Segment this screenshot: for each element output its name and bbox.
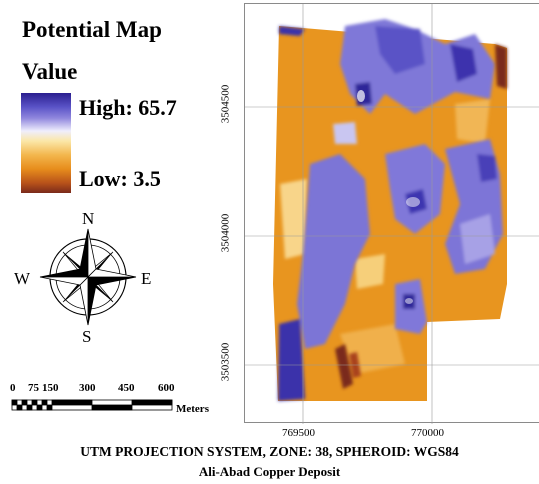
- grid-label-x-769500: 769500: [282, 427, 315, 439]
- scale-unit-label: Meters: [176, 403, 210, 415]
- grid-label-x-770000: 770000: [411, 427, 444, 439]
- grid-label-y-3503500: 3503500: [219, 342, 232, 382]
- map-anomaly-points: [357, 90, 420, 304]
- scale-tick-300: 300: [79, 382, 96, 394]
- compass-w-label: W: [14, 269, 31, 288]
- grid-label-y-3504000: 3504000: [219, 213, 232, 253]
- compass-e-label: E: [141, 269, 151, 288]
- scale-tick-150: 150: [42, 382, 59, 394]
- compass-s-label: S: [82, 327, 91, 344]
- scale-tick-600: 600: [158, 382, 175, 394]
- legend-low-label: Low: 3.5: [79, 166, 161, 191]
- scale-bar: 0 75 150 300 450 600 Meters: [10, 382, 210, 415]
- compass-rose-icon: N S E W: [14, 209, 151, 344]
- grid-label-y-3504500: 3504500: [219, 84, 232, 124]
- legend-high-label: High: 65.7: [79, 95, 177, 120]
- scale-tick-75: 75: [28, 382, 40, 394]
- footer-projection: UTM PROJECTION SYSTEM, ZONE: 38, SPHEROI…: [80, 444, 459, 459]
- scale-tick-450: 450: [118, 382, 135, 394]
- scale-tick-0: 0: [10, 382, 16, 394]
- map-grid: [245, 4, 539, 424]
- compass-n-label: N: [82, 209, 94, 228]
- legend-title-line2: Value: [22, 59, 78, 84]
- map-zone-low-medium: [280, 99, 490, 374]
- potential-map-panel: [244, 3, 539, 424]
- footer-deposit-name: Ali-Abad Copper Deposit: [198, 464, 341, 479]
- legend-title-line1: Potential Map: [22, 17, 162, 42]
- map-zone-high: [278, 19, 503, 401]
- potential-map-raster: [245, 4, 539, 424]
- legend-color-ramp: [21, 93, 71, 193]
